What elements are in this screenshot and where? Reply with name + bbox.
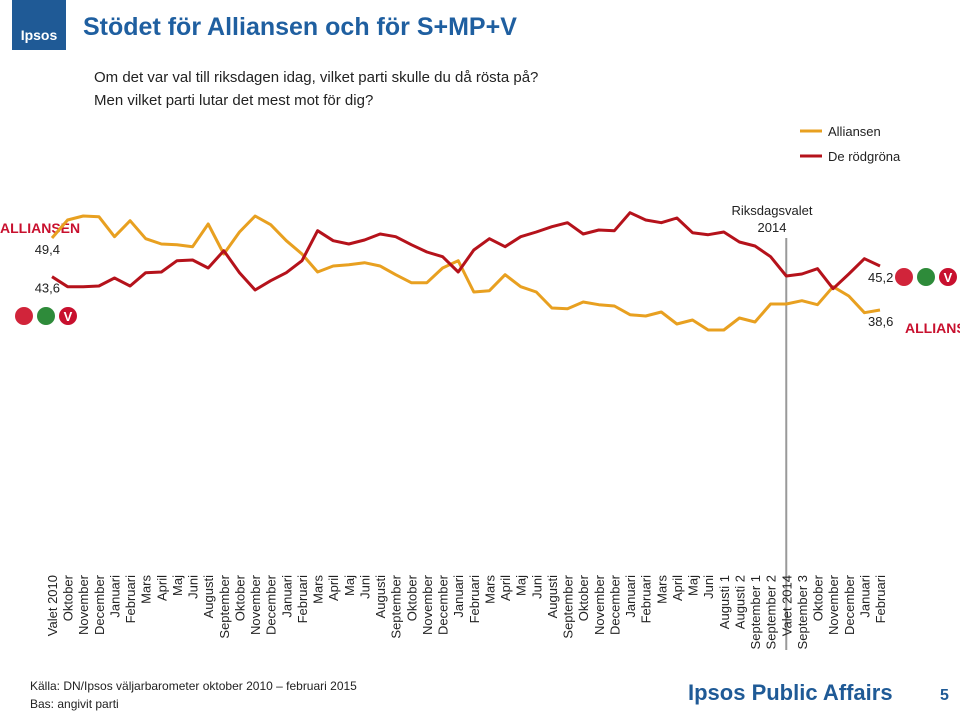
- party-logo: [939, 268, 957, 286]
- subtitle: Om det var val till riksdagen idag, vilk…: [94, 69, 538, 86]
- x-tick-label: Februari: [639, 575, 654, 624]
- x-tick-label: Oktober: [404, 574, 419, 621]
- x-tick-label: Mars: [311, 575, 326, 604]
- alliansen-logo: ALLIANSEN: [0, 220, 80, 236]
- chart-title: Stödet för Alliansen och för S+MP+V: [83, 13, 517, 41]
- x-tick-label: Maj: [342, 575, 357, 596]
- x-tick-label: September: [389, 574, 404, 638]
- x-tick-label: November: [592, 574, 607, 635]
- x-tick-label: Valet 2014: [779, 575, 794, 636]
- line: [51, 211, 881, 292]
- data-label: 49,4: [35, 242, 60, 257]
- x-tick-label: September 3: [795, 575, 810, 649]
- x-tick-label: Juni: [186, 575, 201, 599]
- x-tick-label: Juni: [357, 575, 372, 599]
- x-tick-label: November: [420, 574, 435, 635]
- x-tick-label: Augusti: [545, 575, 560, 618]
- party-logo: [895, 268, 913, 286]
- ipsos-logo-text: Ipsos: [21, 27, 58, 43]
- alliansen-logo: ALLIANSEN: [905, 320, 960, 336]
- x-tick-label: Oktober: [576, 574, 591, 621]
- x-tick-label: Augusti 1: [717, 575, 732, 629]
- x-tick-label: Valet 2010: [45, 575, 60, 636]
- legend-label: De rödgröna: [828, 149, 901, 164]
- x-tick-label: December: [264, 574, 279, 635]
- x-tick-label: Februari: [467, 575, 482, 624]
- subtitle: Men vilket parti lutar det mest mot för …: [94, 92, 373, 109]
- footer-source: Källa: DN/Ipsos väljarbarometer oktober …: [30, 679, 357, 693]
- x-tick-label: Juni: [701, 575, 716, 599]
- x-tick-label: April: [326, 575, 341, 601]
- x-tick-label: September: [217, 574, 232, 638]
- x-tick-label: December: [842, 574, 857, 635]
- x-tick-label: December: [436, 574, 451, 635]
- page-number: 5: [940, 687, 949, 704]
- x-tick-label: December: [607, 574, 622, 635]
- party-logo: [15, 307, 33, 325]
- x-tick-label: Mars: [482, 575, 497, 604]
- party-logo-text: V: [64, 309, 73, 324]
- x-tick-label: Juni: [529, 575, 544, 599]
- x-tick-label: April: [154, 575, 169, 601]
- party-logo: [37, 307, 55, 325]
- x-tick-label: Augusti: [373, 575, 388, 618]
- x-tick-label: September 2: [764, 575, 779, 649]
- party-logo-text: V: [944, 270, 953, 285]
- x-tick-label: Oktober: [811, 574, 826, 621]
- x-tick-label: Januari: [857, 575, 872, 618]
- x-tick-label: Januari: [623, 575, 638, 618]
- x-tick-label: Augusti 2: [732, 575, 747, 629]
- x-tick-label: Maj: [170, 575, 185, 596]
- x-tick-label: Februari: [873, 575, 888, 624]
- data-label: 43,6: [35, 281, 60, 296]
- x-tick-label: Februari: [295, 575, 310, 624]
- x-tick-label: Maj: [514, 575, 529, 596]
- x-tick-label: Februari: [123, 575, 138, 624]
- x-tick-label: September 1: [748, 575, 763, 649]
- party-logo: [917, 268, 935, 286]
- line: [50, 214, 881, 332]
- data-label: 38,6: [868, 314, 893, 329]
- x-tick-label: Augusti: [201, 575, 216, 618]
- x-tick-label: Maj: [686, 575, 701, 596]
- x-tick-label: November: [248, 574, 263, 635]
- brand: Ipsos Public Affairs: [688, 680, 893, 705]
- x-tick-label: April: [498, 575, 513, 601]
- party-logo: [59, 307, 77, 325]
- legend-label: Alliansen: [828, 124, 881, 139]
- x-tick-label: Januari: [107, 575, 122, 618]
- x-tick-label: Mars: [139, 575, 154, 604]
- x-tick-label: Oktober: [232, 574, 247, 621]
- x-tick-label: December: [92, 574, 107, 635]
- ipsos-logo: [12, 0, 66, 50]
- x-tick-label: Januari: [279, 575, 294, 618]
- x-tick-label: Januari: [451, 575, 466, 618]
- x-tick-label: November: [76, 574, 91, 635]
- x-tick-label: April: [670, 575, 685, 601]
- x-tick-label: September: [561, 574, 576, 638]
- x-tick-label: Oktober: [61, 574, 76, 621]
- data-label: 45,2: [868, 270, 893, 285]
- x-tick-label: November: [826, 574, 841, 635]
- x-tick-label: Mars: [654, 575, 669, 604]
- footer-base: Bas: angivit parti: [30, 697, 119, 711]
- annotation: Riksdagsvalet 2014: [731, 203, 813, 235]
